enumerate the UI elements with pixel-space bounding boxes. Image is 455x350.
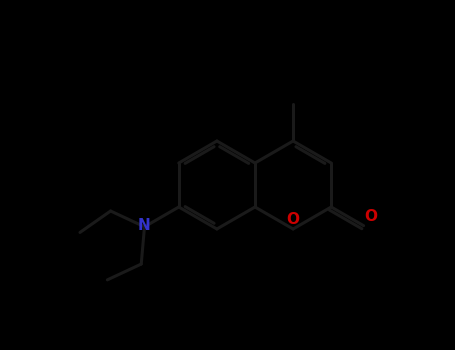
Text: O: O <box>364 209 378 224</box>
Text: O: O <box>287 212 299 227</box>
Text: N: N <box>138 218 151 233</box>
